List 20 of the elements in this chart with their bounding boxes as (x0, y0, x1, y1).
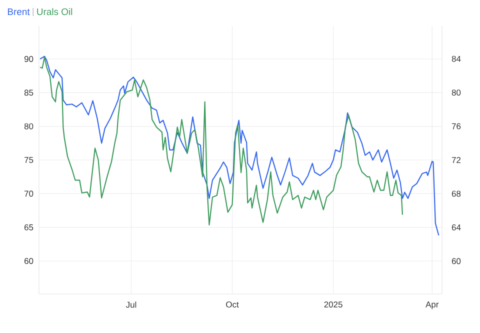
y2-tick-label: 72 (452, 157, 461, 163)
x-tick-label: 2025 (324, 302, 342, 308)
y-tick-label: 75 (24, 157, 34, 163)
y2-tick-label: 80 (452, 90, 461, 96)
y2-tick-label: 76 (452, 123, 461, 130)
y2-tick-label: 68 (452, 190, 461, 197)
y-tick-label: 65 (24, 224, 34, 230)
y-tick-label: 60 (24, 258, 34, 264)
x-tick-label: Oct (226, 302, 239, 308)
x-tick-label: Apr (426, 302, 439, 310)
y2-tick-label: 64 (452, 224, 461, 230)
text: Brent (8, 8, 30, 16)
x-tick-label: Jul (126, 302, 136, 308)
y2-tick-label: 84 (452, 56, 461, 62)
y-tick-label: 85 (24, 90, 34, 96)
y-tick-label: 70 (24, 190, 34, 197)
y2-tick-label: 60 (452, 258, 461, 264)
y-tick-label: 80 (24, 123, 34, 130)
text: Urals Oil (37, 8, 72, 16)
y-tick-label: 90 (24, 56, 34, 62)
